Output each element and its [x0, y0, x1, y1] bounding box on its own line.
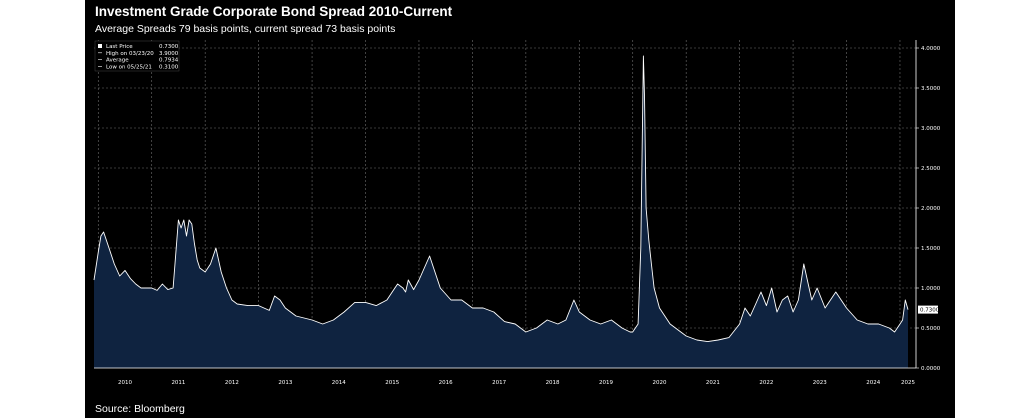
y-tick-label: 0.5000 [921, 326, 941, 332]
chart-subtitle: Average Spreads 79 basis points, current… [95, 23, 396, 35]
plot-area [93, 55, 909, 368]
legend-value: 3.9000 [159, 51, 179, 57]
y-tick-label: 2.0000 [921, 206, 941, 212]
x-tick-label: 2014 [332, 380, 346, 386]
x-axis: 2010 2011 2012 2013 2014 2015 2016 2017 2018 2019… [94, 367, 916, 386]
source-note: Source: Bloomberg [95, 403, 185, 415]
legend-box [94, 40, 180, 72]
legend: Last Price 0.7300 High on 03/23/20 3.9000 Av… [94, 40, 180, 72]
legend-label: Last Price [106, 44, 133, 50]
x-tick-label: 2025 [901, 380, 915, 386]
series-area [94, 56, 908, 368]
last-price-label: 0.7300 [920, 308, 940, 314]
legend-label: Average [106, 58, 129, 64]
y-tick-label: 4.0000 [921, 46, 941, 52]
x-tick-label: 2018 [546, 380, 560, 386]
legend-swatch-last-price [98, 44, 102, 48]
x-tick-label: 2017 [492, 380, 506, 386]
legend-value: 0.7300 [159, 44, 179, 50]
x-tick-label: 2012 [225, 380, 239, 386]
x-tick-label: 2022 [759, 380, 773, 386]
y-tick-label: 2.5000 [921, 166, 941, 172]
y-axis: 0.0000 0.5000 1.0000 1.5000 2.0000 2.5000 3.00… [915, 40, 941, 372]
legend-label: High on 03/23/20 [106, 51, 154, 57]
y-tick-label: 0.0000 [921, 366, 941, 372]
x-tick-label: 2013 [278, 380, 292, 386]
last-price-box [918, 305, 938, 314]
y-tick-label: 1.5000 [921, 246, 941, 252]
x-tick-label: 2024 [866, 380, 880, 386]
y-tick-label: 3.0000 [921, 126, 941, 132]
x-tick-label: 2021 [706, 380, 720, 386]
x-tick-label: 2019 [599, 380, 613, 386]
legend-value: 0.7934 [159, 58, 179, 64]
chart-title: Investment Grade Corporate Bond Spread 2… [95, 4, 453, 19]
series-line [93, 55, 909, 343]
x-tick-label: 2016 [439, 380, 453, 386]
x-tick-label: 2015 [385, 380, 399, 386]
x-tick-label: 2011 [171, 380, 185, 386]
x-tick-label: 2010 [118, 380, 132, 386]
x-tick-label: 2020 [652, 380, 666, 386]
legend-label: Low on 05/25/21 [106, 64, 152, 70]
x-tick-label: 2023 [813, 380, 827, 386]
legend-value: 0.3100 [159, 64, 179, 70]
y-tick-label: 1.0000 [921, 286, 941, 292]
y-tick-label: 3.5000 [921, 86, 941, 92]
